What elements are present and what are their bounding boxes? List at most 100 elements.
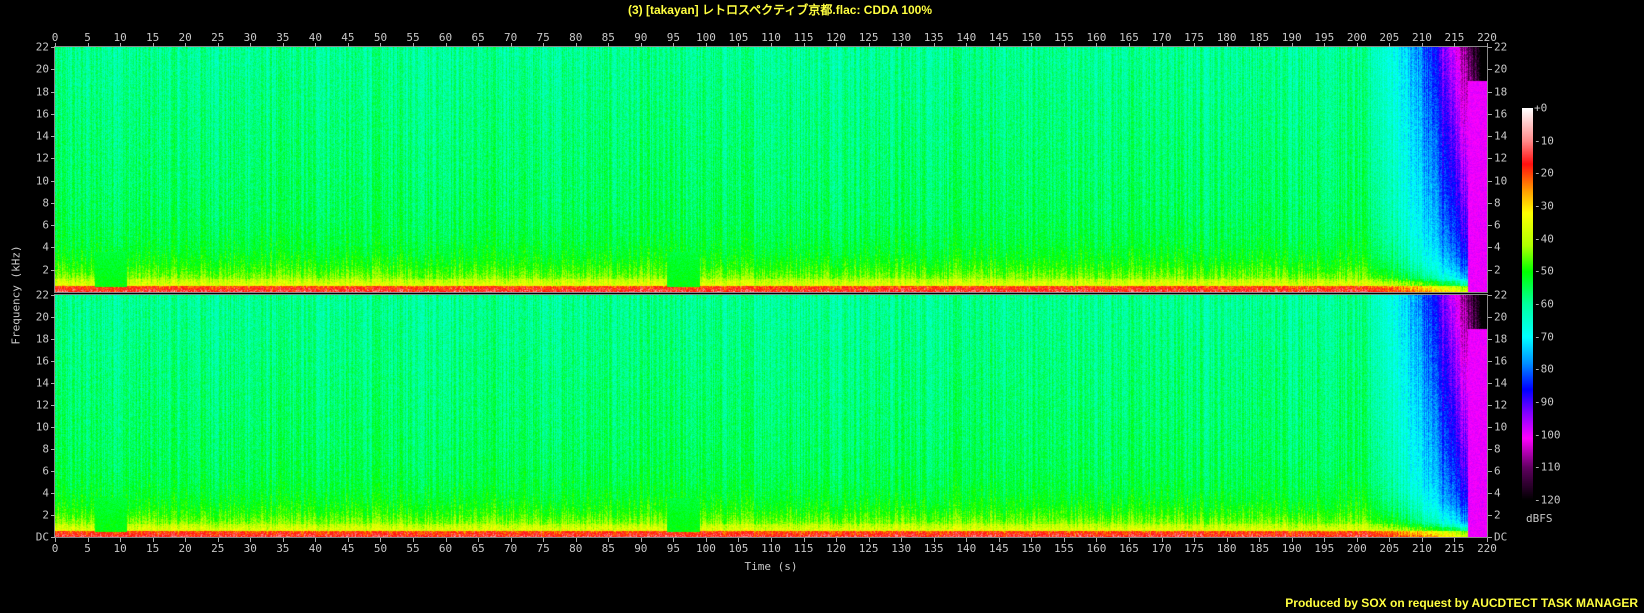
y-tick-mark: [1488, 180, 1492, 182]
x-tick-mark: [282, 538, 284, 542]
x-tick-mark: [998, 43, 1000, 47]
y-tick-mark: [1488, 361, 1492, 362]
x-tick-mark: [1226, 538, 1228, 542]
colorbar-tick-label: -50: [1534, 264, 1554, 278]
y-tick-label-left: 14: [35, 129, 49, 143]
x-tick-mark: [543, 538, 545, 542]
x-tick-label-top: 35: [276, 31, 290, 44]
x-tick-label-top: 110: [761, 31, 781, 44]
x-tick-mark: [1291, 43, 1293, 47]
x-tick-label-top: 75: [536, 31, 550, 44]
x-tick-label-top: 145: [988, 31, 1009, 44]
x-tick-mark: [87, 538, 89, 542]
y-tick-mark: [1488, 247, 1492, 249]
y-tick-label-right: 6: [1494, 464, 1501, 478]
y-tick-label-right: 10: [1494, 174, 1508, 188]
x-tick-mark: [705, 43, 707, 47]
y-tick-mark: [1488, 383, 1492, 384]
colorbar-tick-label: -90: [1534, 395, 1554, 409]
x-tick-mark: [217, 538, 219, 542]
x-tick-mark: [217, 43, 219, 47]
y-tick-label-right: 10: [1494, 420, 1508, 434]
x-tick-label-top: 135: [923, 31, 944, 44]
x-tick-label-bottom: 15: [146, 542, 160, 555]
y-tick-mark: [1488, 202, 1492, 204]
x-tick-mark: [868, 43, 870, 47]
colorbar-tick-label: -80: [1534, 362, 1554, 376]
x-tick-label-bottom: 55: [406, 542, 420, 555]
y-tick-mark: [1488, 225, 1492, 227]
x-tick-mark: [836, 538, 838, 542]
y-tick-label-left: 8: [42, 442, 49, 456]
x-tick-mark: [152, 43, 154, 47]
x-tick-label-bottom: 175: [1184, 542, 1205, 555]
x-tick-mark: [1096, 43, 1098, 47]
y-tick-mark: [1488, 427, 1492, 428]
x-tick-label-top: 0: [51, 31, 59, 44]
x-tick-label-top: 155: [1053, 31, 1074, 44]
y-tick-mark: [1488, 295, 1492, 296]
y-tick-label-left: 6: [42, 218, 49, 232]
y-tick-label-left: 14: [35, 376, 49, 390]
x-tick-label-bottom: 180: [1216, 542, 1237, 555]
y-tick-mark: [51, 136, 55, 138]
y-tick-mark: [1488, 269, 1492, 271]
x-tick-mark: [347, 43, 349, 47]
x-tick-label-top: 85: [601, 31, 615, 44]
x-tick-label-bottom: 145: [988, 542, 1009, 555]
y-tick-label-right: 22: [1494, 40, 1508, 54]
y-tick-mark: [1488, 113, 1492, 115]
y-tick-mark: [51, 225, 55, 227]
y-tick-label-left: DC: [35, 530, 49, 544]
x-tick-label-top: 65: [471, 31, 485, 44]
colorbar-tick-label: -20: [1534, 166, 1554, 180]
x-tick-label-bottom: 50: [373, 542, 388, 555]
x-tick-mark: [1063, 43, 1065, 47]
y-tick-mark: [51, 269, 55, 271]
x-tick-mark: [1063, 538, 1065, 542]
x-tick-mark: [1356, 538, 1358, 542]
x-tick-mark: [120, 43, 122, 47]
y-tick-label-right: 20: [1494, 62, 1508, 76]
x-tick-mark: [998, 538, 1000, 542]
y-tick-mark: [51, 405, 55, 406]
x-tick-label-bottom: 80: [569, 542, 583, 555]
x-tick-mark: [836, 43, 838, 47]
y-tick-mark: [1488, 158, 1492, 160]
y-tick-label-left: 8: [42, 196, 49, 210]
x-tick-label-top: 175: [1184, 31, 1205, 44]
x-tick-label-bottom: 45: [341, 542, 355, 555]
x-tick-mark: [1161, 43, 1163, 47]
x-tick-mark: [380, 538, 382, 542]
x-tick-label-bottom: 40: [308, 542, 322, 555]
y-tick-label-right: 16: [1494, 354, 1508, 368]
x-tick-label-bottom: 170: [1151, 542, 1172, 555]
x-tick-label-bottom: 165: [1119, 542, 1139, 555]
x-tick-label-bottom: 90: [634, 542, 648, 555]
colorbar-tick-label: +0: [1534, 101, 1548, 115]
colorbar-tick-label: -60: [1534, 297, 1554, 311]
chart-title: (3) [takayan] レトロスペクティブ京都.flac: CDDA 100…: [627, 3, 933, 17]
y-tick-label-left: 12: [35, 398, 49, 412]
x-tick-mark: [1031, 538, 1033, 542]
y-tick-label-left: 4: [42, 486, 49, 500]
x-tick-label-top: 40: [308, 31, 322, 44]
y-tick-mark: [51, 493, 55, 494]
x-tick-label-top: 45: [341, 31, 355, 44]
x-tick-label-bottom: 150: [1021, 542, 1042, 555]
x-tick-label-bottom: 95: [666, 542, 680, 555]
x-tick-label-top: 15: [146, 31, 160, 44]
x-tick-label-bottom: 185: [1249, 542, 1270, 555]
y-tick-label-left: 18: [35, 332, 49, 346]
y-tick-mark: [1488, 405, 1492, 406]
y-tick-label-right: 12: [1494, 151, 1508, 165]
x-tick-mark: [1259, 43, 1261, 47]
y-tick-mark: [51, 537, 55, 538]
x-tick-mark: [673, 43, 675, 47]
x-tick-mark: [1031, 43, 1033, 47]
x-tick-label-top: 10: [113, 31, 127, 44]
x-tick-mark: [87, 43, 89, 47]
x-tick-mark: [1161, 538, 1163, 542]
x-tick-label-top: 55: [406, 31, 420, 44]
x-tick-label-top: 80: [569, 31, 583, 44]
